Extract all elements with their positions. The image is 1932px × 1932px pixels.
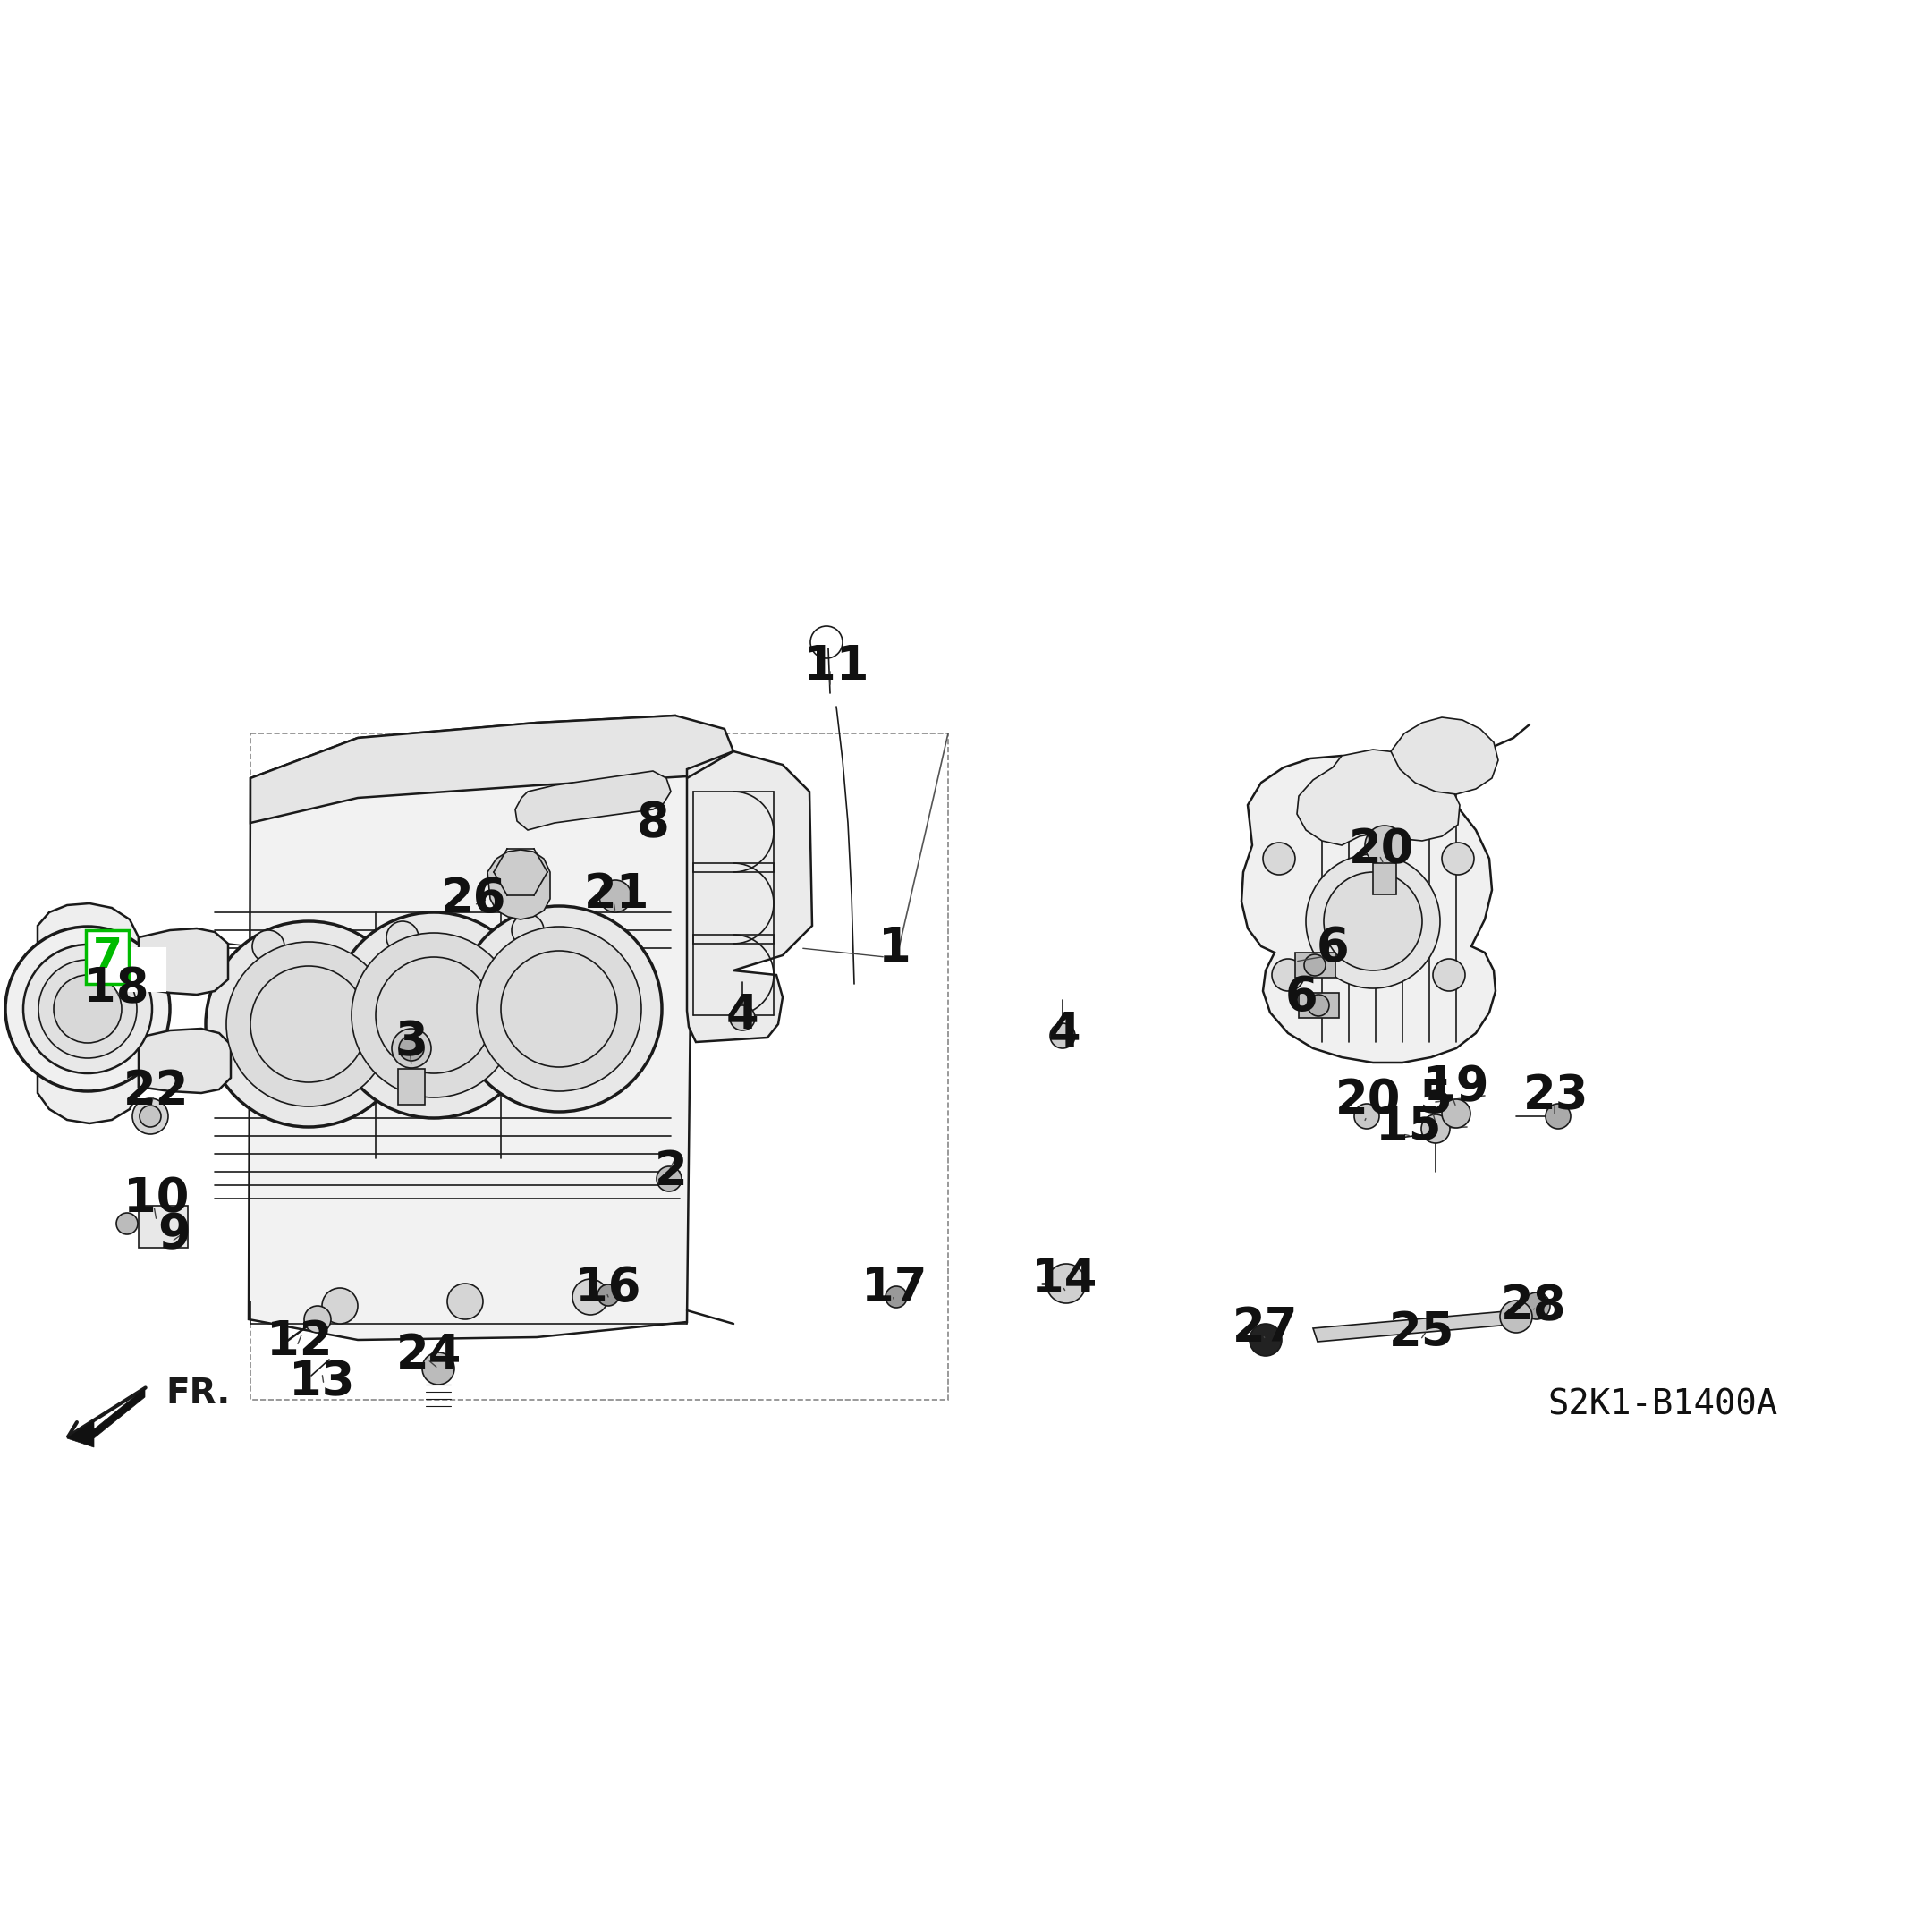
Bar <box>1374 864 1397 895</box>
Circle shape <box>139 1105 160 1126</box>
Text: FR.: FR. <box>166 1376 230 1410</box>
Polygon shape <box>139 1206 187 1248</box>
Circle shape <box>54 976 122 1043</box>
Polygon shape <box>68 1389 145 1447</box>
Circle shape <box>323 1289 357 1323</box>
Circle shape <box>456 906 663 1111</box>
Circle shape <box>1364 825 1405 866</box>
Polygon shape <box>1314 1310 1520 1341</box>
Circle shape <box>392 1028 431 1068</box>
Circle shape <box>423 1352 454 1385</box>
Circle shape <box>398 1036 423 1061</box>
Polygon shape <box>251 715 734 823</box>
Text: 25: 25 <box>1389 1310 1455 1356</box>
Text: 20: 20 <box>1349 827 1414 873</box>
Text: 17: 17 <box>862 1265 927 1312</box>
Text: 19: 19 <box>1424 1063 1490 1111</box>
Text: S2K1-B1400A: S2K1-B1400A <box>1548 1387 1777 1422</box>
Circle shape <box>657 1167 682 1192</box>
Text: 21: 21 <box>583 871 649 918</box>
Circle shape <box>1271 958 1304 991</box>
Circle shape <box>446 1283 483 1320</box>
Text: 12: 12 <box>267 1318 332 1364</box>
Circle shape <box>330 912 537 1119</box>
Circle shape <box>205 922 412 1126</box>
Circle shape <box>1422 1115 1449 1144</box>
Bar <box>1294 952 1335 978</box>
Text: 20: 20 <box>1335 1076 1401 1122</box>
Text: 23: 23 <box>1524 1072 1590 1119</box>
Polygon shape <box>1391 717 1497 794</box>
Circle shape <box>1250 1323 1281 1356</box>
Circle shape <box>39 960 137 1059</box>
Text: 9: 9 <box>158 1211 191 1258</box>
Text: 28: 28 <box>1501 1283 1567 1329</box>
Text: 4: 4 <box>726 991 759 1039</box>
Circle shape <box>253 929 284 962</box>
Circle shape <box>6 927 170 1092</box>
Circle shape <box>512 914 543 947</box>
Circle shape <box>1434 958 1464 991</box>
Circle shape <box>1047 1264 1086 1304</box>
Text: 14: 14 <box>1032 1256 1097 1302</box>
Circle shape <box>352 933 516 1097</box>
Circle shape <box>386 922 419 954</box>
Text: 11: 11 <box>804 643 869 690</box>
Circle shape <box>1306 854 1439 989</box>
Text: 10: 10 <box>124 1175 189 1221</box>
Circle shape <box>1051 1024 1074 1049</box>
Polygon shape <box>688 752 811 1041</box>
Polygon shape <box>37 904 139 1122</box>
Circle shape <box>1354 1103 1379 1128</box>
Text: 3: 3 <box>394 1018 427 1065</box>
Text: 7: 7 <box>93 937 122 978</box>
Polygon shape <box>139 929 228 995</box>
Text: 26: 26 <box>440 875 506 922</box>
Circle shape <box>23 945 153 1074</box>
Polygon shape <box>249 715 694 1341</box>
Text: 13: 13 <box>290 1358 355 1405</box>
Text: 24: 24 <box>396 1331 462 1378</box>
Circle shape <box>226 941 390 1107</box>
Circle shape <box>597 1285 618 1306</box>
Text: 27: 27 <box>1233 1304 1298 1352</box>
Polygon shape <box>516 771 670 831</box>
Polygon shape <box>95 949 166 991</box>
Circle shape <box>1264 842 1294 875</box>
Circle shape <box>303 1306 330 1333</box>
Polygon shape <box>487 850 551 920</box>
Polygon shape <box>139 1028 230 1094</box>
Text: 6: 6 <box>1316 925 1349 972</box>
Circle shape <box>730 1005 755 1030</box>
Polygon shape <box>1242 755 1495 1063</box>
Text: 6: 6 <box>1285 974 1318 1020</box>
Circle shape <box>1546 1103 1571 1128</box>
Bar <box>1298 993 1339 1018</box>
Circle shape <box>133 1099 168 1134</box>
Circle shape <box>1499 1300 1532 1333</box>
Circle shape <box>1441 842 1474 875</box>
Circle shape <box>1323 871 1422 970</box>
Circle shape <box>1308 995 1329 1016</box>
Text: 2: 2 <box>655 1148 688 1196</box>
Text: 22: 22 <box>124 1068 189 1115</box>
Circle shape <box>1304 954 1325 976</box>
Circle shape <box>116 1213 137 1235</box>
Text: 1: 1 <box>877 925 910 972</box>
Text: 8: 8 <box>636 800 668 846</box>
Text: 4: 4 <box>1047 1010 1080 1057</box>
Text: 5: 5 <box>1420 1076 1453 1122</box>
Circle shape <box>599 881 632 912</box>
Bar <box>398 1068 425 1105</box>
Text: 18: 18 <box>83 966 149 1012</box>
Circle shape <box>885 1287 906 1308</box>
Text: 15: 15 <box>1376 1103 1441 1150</box>
Circle shape <box>1441 1099 1470 1128</box>
Circle shape <box>1522 1293 1549 1320</box>
Circle shape <box>477 927 641 1092</box>
Polygon shape <box>1296 750 1461 846</box>
Circle shape <box>572 1279 609 1316</box>
Text: 16: 16 <box>576 1265 641 1312</box>
